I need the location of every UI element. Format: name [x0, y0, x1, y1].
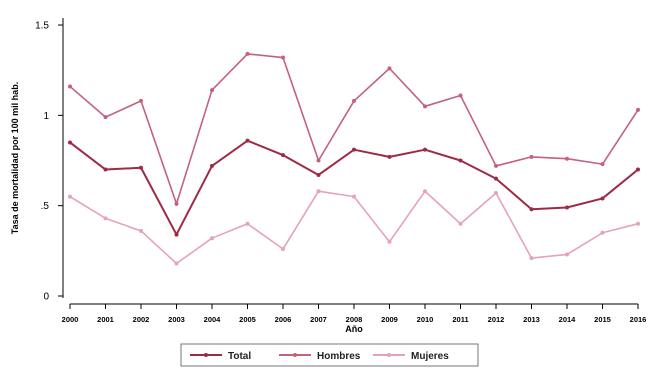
series-line-hombres	[69, 53, 639, 205]
x-tick-label: 2007	[310, 315, 327, 324]
x-tick-label: 2000	[62, 315, 79, 324]
data-point	[458, 158, 463, 163]
data-point	[174, 201, 179, 206]
x-tick-label: 2003	[168, 315, 185, 324]
data-point	[423, 147, 427, 152]
data-point	[103, 167, 108, 172]
data-point	[210, 236, 214, 241]
data-point	[68, 84, 72, 89]
data-point	[316, 172, 321, 177]
data-point	[68, 140, 72, 145]
data-point	[387, 239, 392, 244]
data-point	[387, 66, 392, 71]
x-tick-label: 2012	[488, 315, 505, 324]
data-point	[210, 88, 214, 93]
data-point	[636, 221, 640, 226]
data-point	[494, 176, 498, 181]
data-point	[529, 256, 534, 261]
data-point	[494, 163, 498, 168]
legend: Total Hombres Mujeres	[180, 343, 479, 367]
data-point	[281, 247, 285, 252]
x-tick-label: 2010	[417, 315, 434, 324]
data-point	[316, 158, 321, 163]
data-point	[600, 196, 605, 201]
x-tick-label: 2009	[381, 315, 398, 324]
y-axis-title: Tasa de mortalidad por 100 mil hab.	[10, 82, 20, 234]
data-point	[636, 167, 640, 172]
x-tick-label: 2002	[133, 315, 150, 324]
data-point	[245, 138, 250, 143]
x-tick-label: 2011	[452, 315, 468, 324]
data-point	[316, 189, 321, 194]
legend-marker	[293, 353, 297, 357]
y-tick-label: 1	[43, 111, 49, 122]
data-point	[103, 216, 108, 221]
x-tick-label: 2008	[346, 315, 363, 324]
data-point	[387, 154, 392, 159]
data-point	[423, 104, 427, 109]
legend-marker	[387, 353, 391, 357]
legend-frame	[180, 343, 479, 367]
data-point	[529, 207, 534, 212]
data-point	[565, 205, 569, 210]
data-point	[494, 191, 498, 196]
data-point	[139, 98, 143, 103]
data-point	[565, 252, 569, 257]
x-tick-label: 2005	[239, 315, 256, 324]
series-line-mujeres	[69, 190, 639, 265]
data-point	[281, 153, 285, 158]
x-tick-label: 2015	[594, 315, 611, 324]
x-tick-label: 2006	[275, 315, 292, 324]
data-point	[458, 93, 463, 98]
legend-label-hombres: Hombres	[317, 351, 361, 362]
data-point	[139, 165, 143, 170]
data-point	[174, 232, 179, 237]
x-tick-label: 2014	[559, 315, 577, 324]
x-axis-title: Año	[345, 324, 363, 334]
data-point	[529, 154, 534, 159]
data-point	[636, 107, 640, 112]
data-point	[352, 147, 356, 152]
series-lines	[68, 51, 640, 266]
data-point	[245, 221, 250, 226]
series-total	[68, 138, 640, 237]
x-tick-label: 2016	[630, 315, 647, 324]
data-point	[210, 163, 214, 168]
data-point	[68, 194, 72, 199]
data-point	[174, 261, 179, 266]
data-point	[423, 189, 427, 194]
data-point	[600, 162, 605, 167]
data-point	[281, 55, 285, 60]
data-point	[245, 51, 250, 56]
series-hombres	[68, 51, 640, 206]
series-mujeres	[68, 189, 640, 266]
data-point	[139, 228, 143, 233]
y-tick-label: 1.5	[35, 21, 49, 32]
axes: 0 .5 1 1.5 2000 2001 2002 2003 2004 2005 2006 2007 2…	[10, 18, 646, 334]
y-tick-label: .5	[41, 201, 50, 212]
x-tick-label: 2004	[204, 315, 222, 324]
x-tick-label: 2001	[97, 315, 114, 324]
data-point	[103, 115, 108, 120]
series-line-total	[69, 139, 639, 236]
data-point	[458, 221, 463, 226]
data-point	[565, 156, 569, 161]
data-point	[352, 98, 356, 103]
legend-label-mujeres: Mujeres	[411, 351, 449, 362]
legend-label-total: Total	[228, 351, 251, 362]
legend-marker	[204, 353, 208, 357]
x-tick-label: 2013	[523, 315, 540, 324]
data-point	[352, 194, 356, 199]
data-point	[600, 230, 605, 235]
y-tick-label: 0	[43, 292, 49, 303]
